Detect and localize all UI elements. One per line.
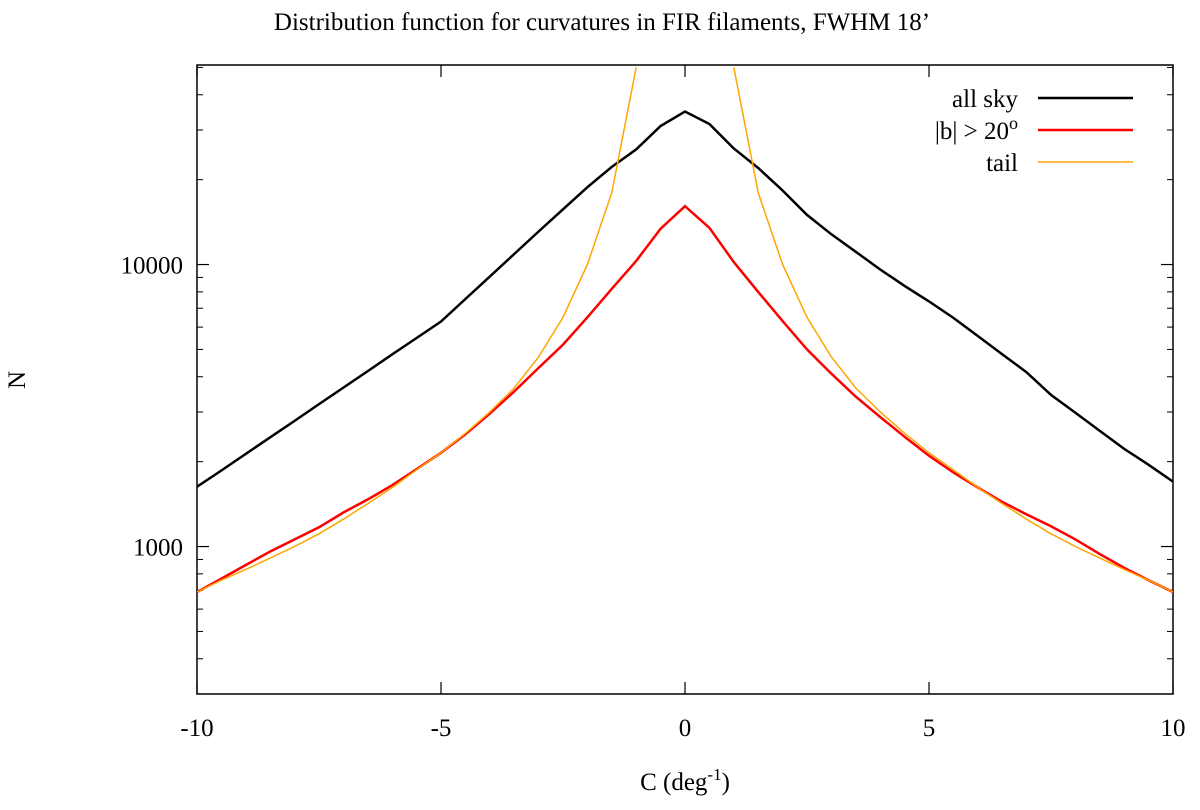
- plot-area: [197, 67, 1173, 594]
- legend-label-sup: o: [1009, 113, 1018, 133]
- series-line: [197, 110, 1173, 488]
- legend-label-text: all sky: [952, 86, 1018, 113]
- legend-label-text: |b| > 20: [935, 118, 1009, 145]
- plot-frame: [196, 64, 1174, 695]
- legend-label: |b| > 20o: [935, 113, 1018, 145]
- y-tick-label: 10000: [121, 253, 184, 280]
- x-axis-label-text: C (deg: [640, 769, 708, 796]
- x-axis-label-sup: -1: [707, 765, 721, 784]
- x-axis-label: C (deg-1): [640, 765, 730, 796]
- x-axis-label-tail: ): [722, 769, 730, 796]
- legend-label: tail: [986, 150, 1018, 177]
- x-tick-label: 0: [679, 715, 692, 742]
- legend-label: all sky: [952, 86, 1018, 113]
- legend-label-text: tail: [986, 150, 1018, 177]
- y-axis-label: N: [4, 371, 31, 389]
- y-tick-label: 1000: [133, 535, 183, 562]
- x-tick-label: 10: [1161, 715, 1186, 742]
- x-tick-label: -5: [431, 715, 452, 742]
- x-tick-label: -10: [180, 715, 213, 742]
- x-tick-label: 5: [923, 715, 936, 742]
- series-line: [197, 204, 1173, 594]
- series-line: [197, 67, 1173, 593]
- chart-title: Distribution function for curvatures in …: [274, 9, 930, 36]
